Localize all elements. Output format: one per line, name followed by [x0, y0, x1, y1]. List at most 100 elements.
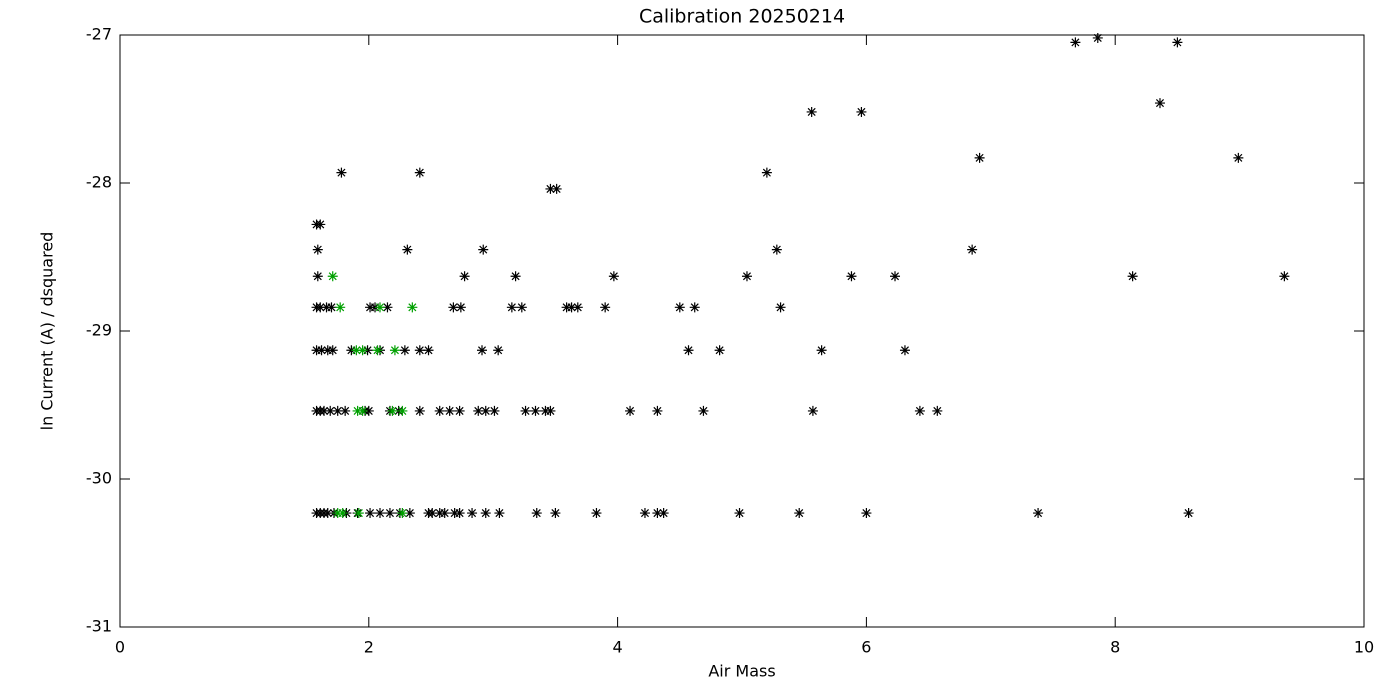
scatter-point	[807, 405, 818, 416]
scatter-point	[806, 106, 817, 117]
scatter-point	[423, 345, 434, 356]
scatter-point	[652, 405, 663, 416]
scatter-point	[761, 167, 772, 178]
scatter-point	[397, 405, 408, 416]
scatter-point	[506, 302, 517, 313]
scatter-point	[365, 508, 376, 519]
scatter-point	[480, 405, 491, 416]
scatter-point	[319, 405, 330, 416]
scatter-point	[932, 405, 943, 416]
scatter-point	[357, 405, 368, 416]
scatter-point	[439, 508, 450, 519]
y-tick-label: -30	[86, 469, 112, 488]
scatter-point	[591, 508, 602, 519]
scatter-point	[531, 508, 542, 519]
scatter-point	[332, 405, 343, 416]
scatter-point	[1279, 271, 1290, 282]
scatter-point	[689, 302, 700, 313]
scatter-point	[846, 271, 857, 282]
scatter-point	[856, 106, 867, 117]
chart-title: Calibration 20250214	[639, 6, 845, 28]
scatter-point	[890, 271, 901, 282]
scatter-point	[336, 167, 347, 178]
scatter-point	[816, 345, 827, 356]
scatter-point	[404, 508, 415, 519]
scatter-point	[551, 183, 562, 194]
x-tick-label: 4	[613, 638, 623, 657]
scatter-point	[340, 405, 351, 416]
scatter-point	[1154, 98, 1165, 109]
scatter-point	[914, 405, 925, 416]
scatter-point	[493, 345, 504, 356]
scatter-point	[335, 302, 346, 313]
scatter-point	[315, 219, 326, 230]
x-tick-label: 8	[1110, 638, 1120, 657]
scatter-point	[775, 302, 786, 313]
scatter-point	[399, 345, 410, 356]
scatter-point	[600, 302, 611, 313]
scatter-point	[427, 508, 438, 519]
y-axis-label: ln Current (A) / dsquared	[38, 232, 57, 431]
scatter-point	[520, 405, 531, 416]
scatter-point	[353, 508, 364, 519]
scatter-point	[407, 302, 418, 313]
scatter-point	[674, 302, 685, 313]
scatter-point	[327, 345, 338, 356]
scatter-point	[489, 405, 500, 416]
scatter-point	[494, 508, 505, 519]
scatter-point	[861, 508, 872, 519]
scatter-point	[316, 345, 327, 356]
scatter-point	[467, 508, 478, 519]
scatter-point	[384, 508, 395, 519]
scatter-point	[658, 508, 669, 519]
scatter-point	[448, 302, 459, 313]
scatter-point	[337, 508, 348, 519]
scatter-point	[545, 405, 556, 416]
x-tick-label: 0	[115, 638, 125, 657]
scatter-point	[639, 508, 650, 519]
scatter-point	[312, 271, 323, 282]
scatter-point	[473, 405, 484, 416]
scatter-point	[683, 345, 694, 356]
scatter-point	[974, 152, 985, 163]
scatter-point	[510, 271, 521, 282]
scatter-point	[326, 302, 337, 313]
scatter-point	[1033, 508, 1044, 519]
x-tick-label: 10	[1354, 638, 1374, 657]
scatter-point	[1183, 508, 1194, 519]
scatter-point	[414, 167, 425, 178]
scatter-point	[566, 302, 577, 313]
scatter-point	[434, 405, 445, 416]
scatter-point	[1233, 152, 1244, 163]
y-tick-label: -31	[86, 617, 112, 636]
scatter-point	[357, 345, 368, 356]
scatter-point	[327, 271, 338, 282]
scatter-point	[372, 345, 383, 356]
scatter-point	[374, 302, 385, 313]
scatter-point	[516, 302, 527, 313]
scatter-point	[477, 345, 488, 356]
scatter-point	[312, 244, 323, 255]
scatter-point	[1172, 37, 1183, 48]
scatter-point	[625, 405, 636, 416]
scatter-point	[714, 345, 725, 356]
scatter-point	[454, 405, 465, 416]
scatter-point	[1092, 32, 1103, 43]
y-tick-label: -29	[86, 321, 112, 340]
scatter-point	[454, 508, 465, 519]
scatter-point	[389, 345, 400, 356]
scatter-point	[550, 508, 561, 519]
scatter-point	[1070, 37, 1081, 48]
scatter-point	[315, 302, 326, 313]
scatter-point	[734, 508, 745, 519]
x-tick-label: 2	[364, 638, 374, 657]
scatter-point	[455, 302, 466, 313]
scatter-point	[444, 405, 455, 416]
scatter-point	[741, 271, 752, 282]
scatter-point	[414, 405, 425, 416]
scatter-point	[899, 345, 910, 356]
scatter-point	[771, 244, 782, 255]
scatter-point	[480, 508, 491, 519]
scatter-point	[1127, 271, 1138, 282]
